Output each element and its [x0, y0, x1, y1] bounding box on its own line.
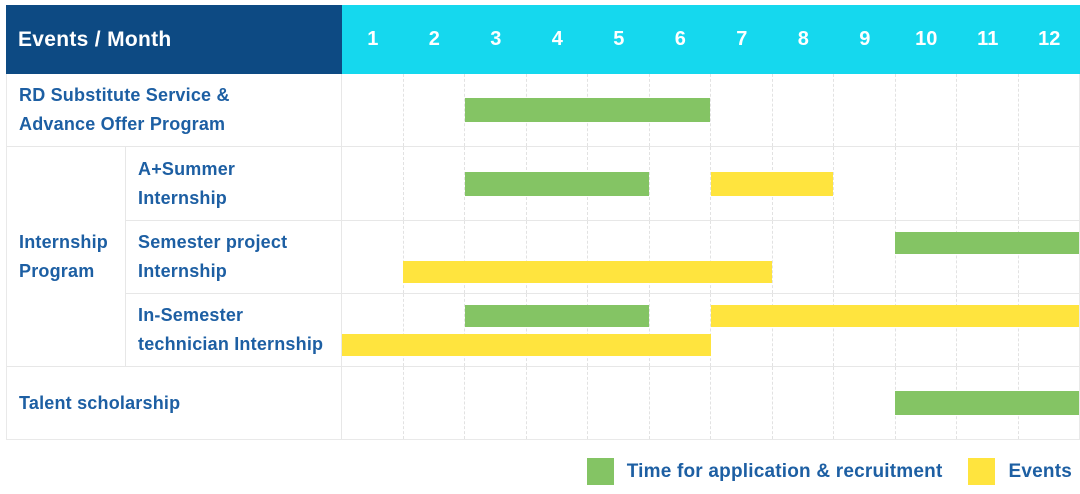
month-grid-cell	[896, 74, 957, 146]
month-grid-cell	[342, 74, 404, 146]
month-grid-cell	[834, 221, 896, 293]
month-grid-cell	[957, 74, 1019, 146]
month-header-3: 3	[490, 28, 502, 50]
month-grid-cell	[834, 367, 896, 439]
month-grid-cell	[342, 221, 404, 293]
gantt-bar-application	[464, 98, 711, 122]
month-grid-cell	[650, 74, 711, 146]
month-grid-cell	[896, 221, 957, 293]
month-grid-cell	[588, 294, 650, 366]
month-header-8: 8	[797, 28, 809, 50]
gantt-bar-event	[342, 334, 711, 356]
month-grid-cell	[773, 221, 834, 293]
month-grid-cell	[834, 294, 896, 366]
month-header-1: 1	[367, 28, 379, 50]
gantt-bar-application	[464, 305, 650, 327]
month-grid-cell	[527, 294, 588, 366]
month-grid-cell	[957, 221, 1019, 293]
month-grid-cell	[404, 367, 465, 439]
month-grid-cell	[527, 367, 588, 439]
month-grid-cell	[342, 294, 404, 366]
month-grid-cell	[896, 294, 957, 366]
month-grid-cell	[773, 294, 834, 366]
month-header-11: 11	[977, 28, 999, 50]
month-grid-cell	[834, 147, 896, 220]
month-header-5: 5	[613, 28, 625, 50]
month-header-6: 6	[674, 28, 686, 50]
month-grid-cell	[650, 294, 711, 366]
chart-row-a-summer	[342, 147, 1079, 221]
header-title: Events / Month	[18, 27, 172, 51]
month-grid-cell	[773, 367, 834, 439]
month-gridlines	[342, 294, 1079, 366]
month-grid-cell	[588, 367, 650, 439]
month-header-10: 10	[915, 28, 938, 50]
yellow-swatch-icon	[968, 458, 996, 485]
header-title-cell: Events / Month	[6, 5, 342, 74]
month-header-9: 9	[859, 28, 871, 50]
month-grid-cell	[711, 294, 773, 366]
month-grid-cell	[957, 294, 1019, 366]
month-grid-cell	[404, 221, 465, 293]
month-grid-cell	[650, 147, 711, 220]
month-grid-cell	[650, 221, 711, 293]
month-grid-cell	[957, 147, 1019, 220]
label-a-summer-internship: A+Summer Internship	[126, 147, 342, 221]
month-gridlines	[342, 221, 1079, 293]
gantt-bar-application	[464, 171, 650, 196]
month-grid-cell	[1019, 147, 1080, 220]
month-grid-cell	[404, 74, 465, 146]
gantt-bar-event	[710, 305, 1079, 327]
label-internship-program-group: Internship Program	[7, 147, 126, 367]
month-grid-cell	[588, 221, 650, 293]
month-grid-cell	[465, 367, 527, 439]
legend-item-events: Events	[968, 458, 1072, 485]
month-grid-cell	[711, 367, 773, 439]
gantt-bar-application	[894, 391, 1079, 415]
month-grid-cell	[465, 221, 527, 293]
month-grid-cell	[773, 74, 834, 146]
gantt-bar-event	[403, 261, 772, 283]
month-header-12: 12	[1038, 28, 1061, 50]
label-in-semester-technician: In-Semester technician Internship	[126, 294, 342, 367]
green-swatch-icon	[586, 458, 614, 485]
month-grid-cell	[342, 367, 404, 439]
label-rd-substitute-program: RD Substitute Service & Advance Offer Pr…	[7, 74, 342, 147]
gantt-bar-event	[710, 171, 834, 196]
chart-row-in-semester	[342, 294, 1079, 367]
month-grid-cell	[342, 147, 404, 220]
chart-row-rd-substitute	[342, 74, 1079, 147]
chart-row-talent-scholarship	[342, 367, 1079, 439]
month-grid-cell	[1019, 74, 1080, 146]
legend-item-application: Time for application & recruitment	[586, 458, 943, 485]
month-grid-cell	[404, 147, 465, 220]
month-grid-cell	[465, 294, 527, 366]
schedule-gantt-table: Events / Month 1 2 3 4 5 6 7 8 9 10 11 12 RD Substi…	[6, 5, 1080, 440]
label-semester-project-internship: Semester project Internship	[126, 221, 342, 294]
month-grid-cell	[834, 74, 896, 146]
legend: Time for application & recruitment Event…	[586, 458, 1072, 485]
legend-label-application: Time for application & recruitment	[626, 460, 943, 482]
month-grid-cell	[650, 367, 711, 439]
month-header-4: 4	[551, 28, 563, 50]
month-header-row: 1 2 3 4 5 6 7 8 9 10 11 12	[342, 5, 1080, 74]
month-grid-cell	[711, 74, 773, 146]
legend-label-events: Events	[1008, 460, 1072, 482]
month-grid-cell	[711, 221, 773, 293]
month-grid-cell	[896, 147, 957, 220]
month-header-7: 7	[736, 28, 748, 50]
month-grid-cell	[527, 221, 588, 293]
month-gridlines	[342, 74, 1079, 146]
month-grid-cell	[404, 294, 465, 366]
month-grid-cell	[773, 147, 834, 220]
gantt-bar-application	[894, 232, 1079, 254]
label-talent-scholarship: Talent scholarship	[7, 367, 342, 439]
month-header-2: 2	[428, 28, 440, 50]
chart-row-semester-project	[342, 221, 1079, 294]
